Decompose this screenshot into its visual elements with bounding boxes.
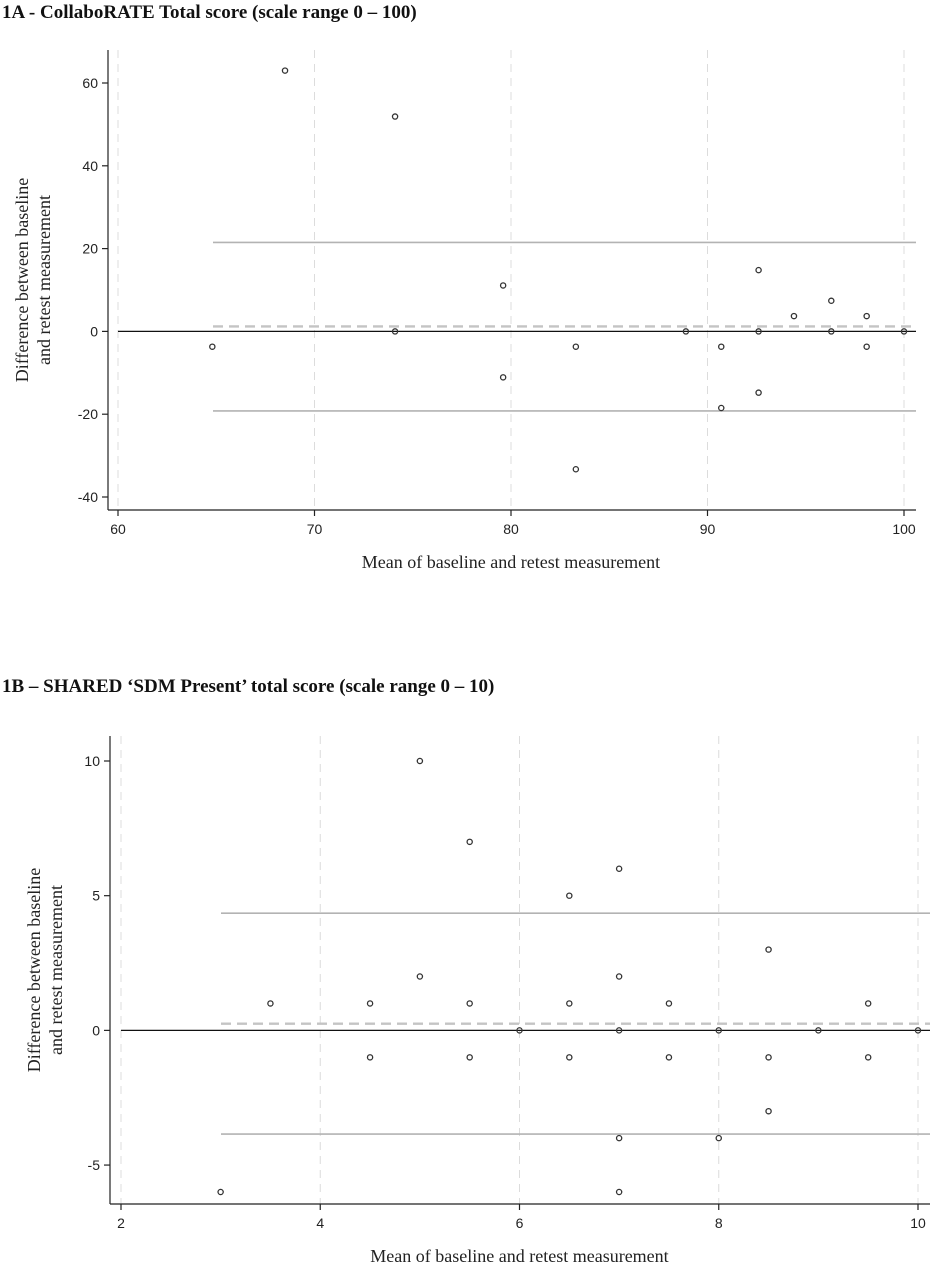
ba1-x-axis-title: Mean of baseline and retest measurement (370, 1246, 668, 1266)
ba1-data-point (615, 865, 623, 872)
ba0-x-tick-label: 80 (503, 521, 519, 537)
ba0-data-point (718, 404, 725, 412)
ba1-data-point (615, 1188, 623, 1196)
ba1-y-tick-label: -5 (88, 1157, 101, 1173)
ba0-data-point (755, 328, 762, 335)
ba1-y-axis-title-line: Difference between baseline (24, 868, 44, 1073)
ba0-y-tick-label: -20 (78, 406, 98, 422)
ba0-data-point (572, 466, 580, 473)
ba1-y-tick-label: 0 (92, 1022, 100, 1038)
ba1-x-tick-label: 2 (117, 1215, 125, 1231)
ba1-y-axis-title-line: and retest measurement (46, 885, 66, 1055)
ba0-data-point (828, 328, 835, 335)
ba0-x-tick-label: 70 (307, 521, 323, 537)
ba0-data-point (572, 343, 580, 350)
ba0-data-point (391, 113, 399, 120)
ba1-data-point (566, 892, 573, 899)
ba0-data-point (281, 67, 289, 74)
ba1-data-point (815, 1027, 822, 1034)
chart-title-1a: 1A - CollaboRATE Total score (scale rang… (2, 2, 417, 23)
ba0-x-tick-label: 60 (110, 521, 126, 537)
ba1-data-point (217, 1188, 224, 1196)
ba0-x-axis-title: Mean of baseline and retest measurement (362, 552, 660, 572)
ba1-data-point (715, 1134, 723, 1142)
ba0-data-point (499, 282, 507, 289)
ba1-x-tick-label: 10 (910, 1215, 926, 1231)
ba1-data-point (615, 1027, 623, 1034)
ba1-data-point (466, 838, 473, 846)
ba1-x-tick-label: 8 (715, 1215, 723, 1231)
ba0-y-tick-label: -40 (78, 489, 98, 505)
chart-title-1b: 1B – SHARED ‘SDM Present’ total score (s… (2, 676, 495, 697)
ba1-data-point (566, 1000, 573, 1007)
ba0-y-tick-label: 40 (82, 158, 98, 174)
ba1-data-point (864, 1054, 872, 1061)
ba0-data-point (863, 312, 870, 320)
ba1-data-point (665, 1054, 673, 1061)
ba1-y-tick-label: 10 (84, 753, 100, 769)
ba1-data-point (765, 1107, 772, 1115)
ba0-data-point (682, 328, 690, 335)
ba1-data-point (366, 1054, 374, 1061)
bland-altman-plot-1a: -40 -20 0 20 40 60 60 70 80 90 100 Mean of baseline… (12, 50, 916, 572)
ba0-y-tick-label: 20 (82, 241, 98, 257)
ba1-y-tick-label: 5 (92, 888, 100, 904)
ba1-data-point (615, 973, 623, 980)
ba0-data-point (499, 374, 507, 381)
ba1-data-point (864, 1000, 872, 1007)
ba0-data-point (790, 312, 798, 320)
ba1-x-tick-label: 4 (316, 1215, 324, 1231)
ba0-y-axis-title-line: Difference between baseline (12, 178, 32, 383)
ba0-data-point (718, 343, 725, 350)
ba0-y-tick-label: 0 (90, 323, 98, 339)
ba0-data-point (863, 343, 870, 350)
ba0-data-point (209, 343, 216, 350)
ba1-data-point (416, 757, 424, 765)
ba0-x-tick-label: 90 (700, 521, 716, 537)
ba1-data-point (765, 1054, 772, 1061)
ba1-data-point (914, 1027, 922, 1034)
ba1-data-point (615, 1134, 623, 1142)
ba0-data-point (828, 297, 835, 305)
ba0-data-point (755, 266, 762, 274)
ba1-data-point (516, 1027, 523, 1034)
ba0-data-point (391, 328, 399, 335)
ba1-data-point (765, 946, 772, 953)
ba1-data-point (267, 1000, 274, 1007)
bland-altman-plot-1b: -5 0 5 10 2 4 6 8 10 Mean of baseline and retest … (24, 736, 930, 1266)
ba1-data-point (466, 1054, 473, 1061)
ba1-data-point (566, 1054, 573, 1061)
ba0-data-point (755, 389, 762, 396)
ba0-y-tick-label: 60 (82, 75, 98, 91)
ba0-x-tick-label: 100 (892, 521, 916, 537)
ba0-data-point (900, 328, 908, 335)
ba1-x-tick-label: 6 (516, 1215, 524, 1231)
ba1-data-point (665, 1000, 673, 1007)
ba0-y-axis-title-line: and retest measurement (34, 195, 54, 365)
ba1-data-point (715, 1027, 723, 1034)
ba1-data-point (366, 1000, 374, 1007)
ba1-data-point (416, 973, 424, 980)
ba1-data-point (466, 1000, 473, 1007)
